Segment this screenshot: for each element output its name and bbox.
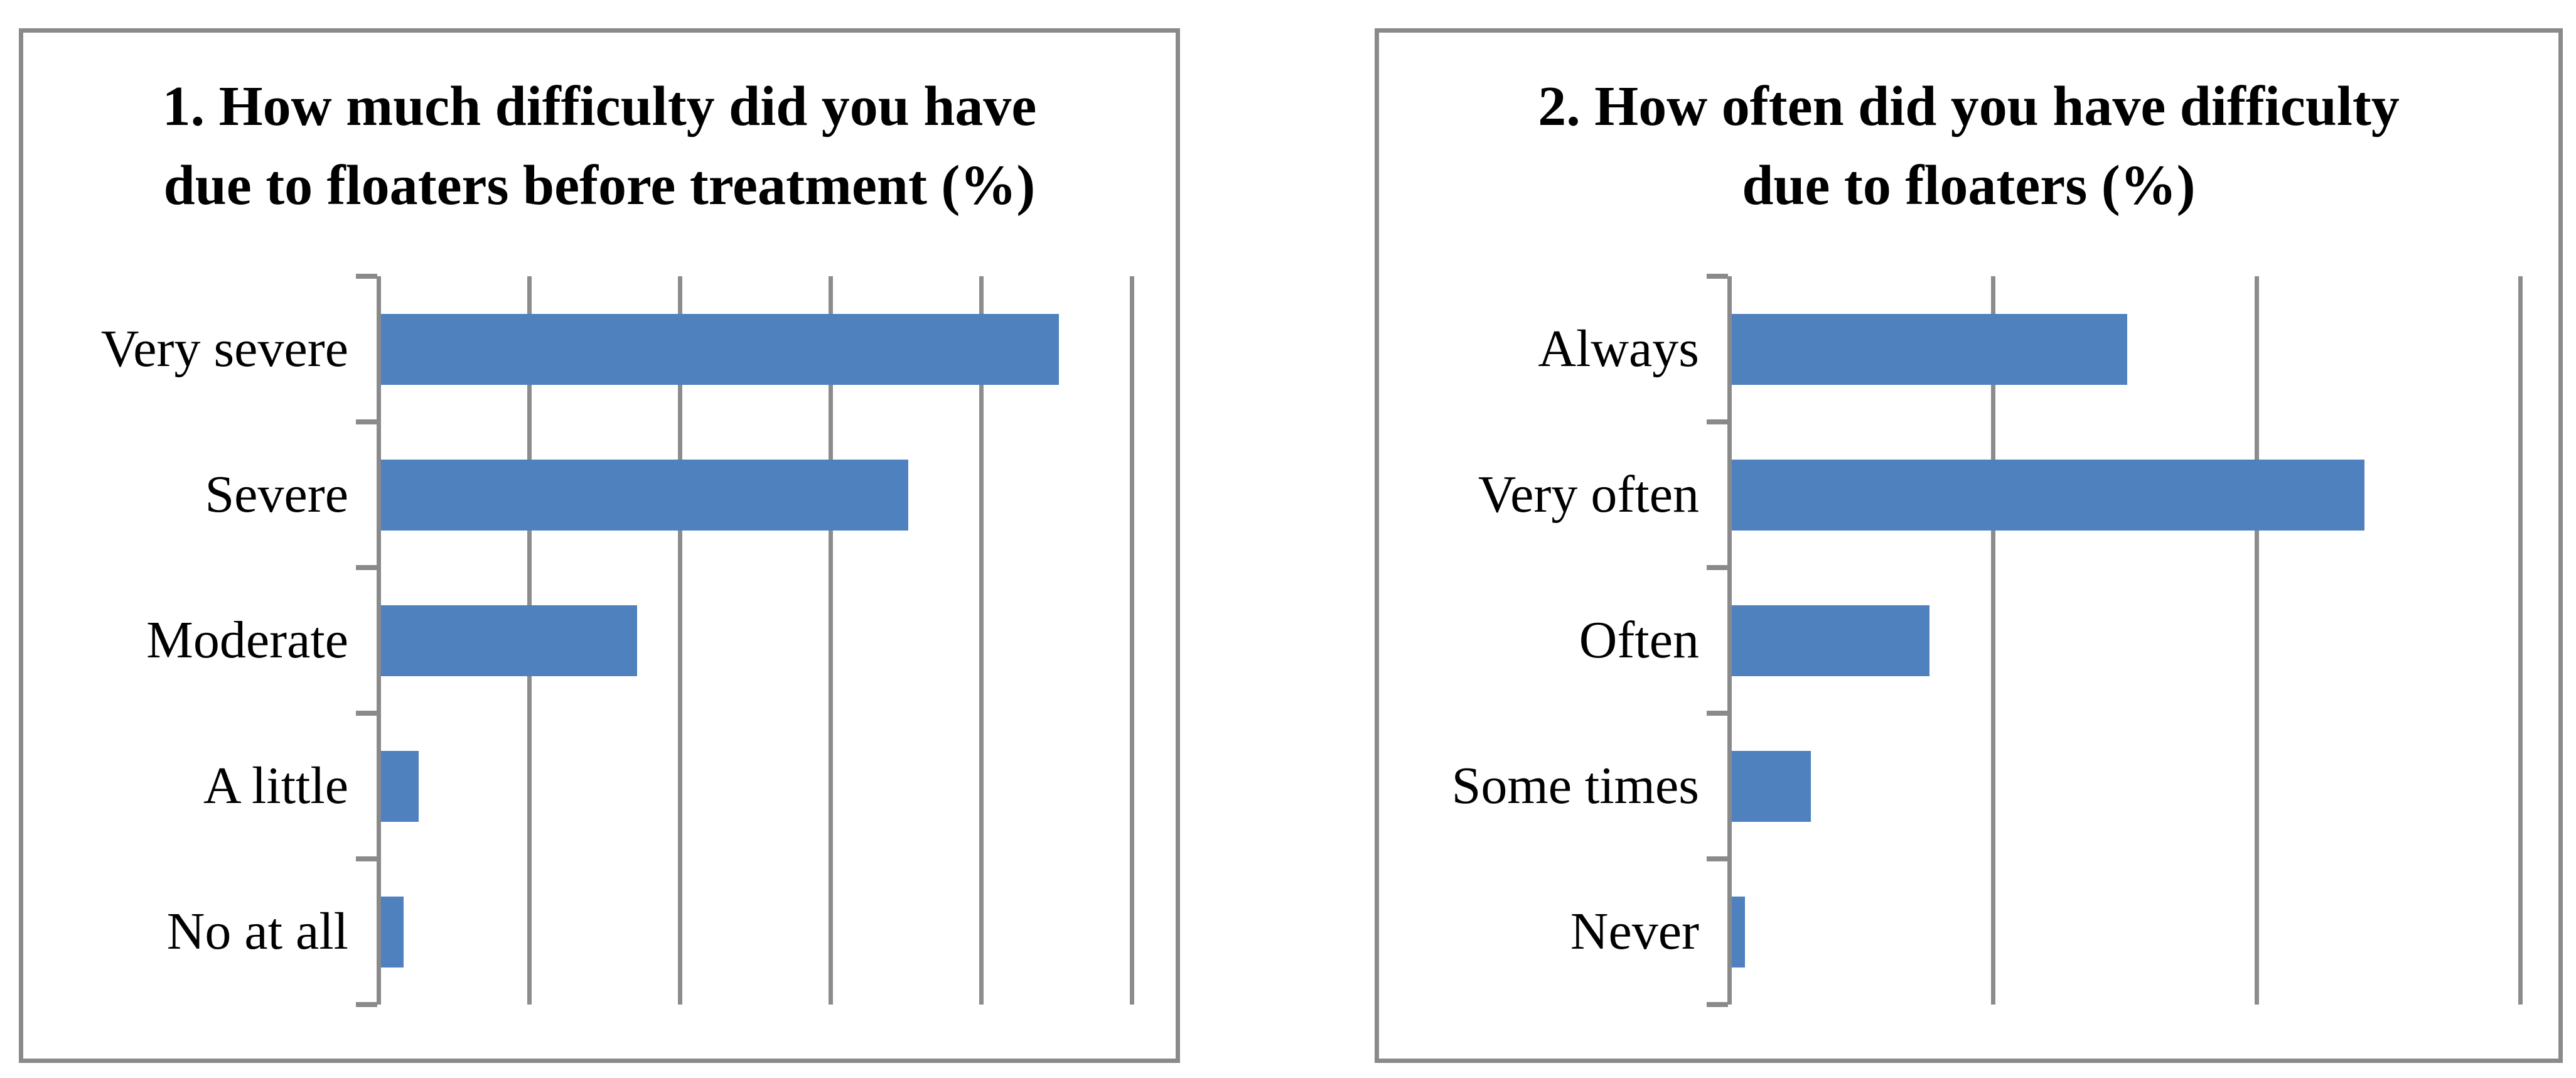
category-label-some-times: Some times (1451, 757, 1699, 815)
bar-a-little (381, 751, 419, 822)
axis-tick (1707, 856, 1728, 861)
gridline (678, 276, 682, 1005)
bar-often (1732, 605, 1929, 676)
chart-title: 2. How often did you have difficulty due… (1379, 67, 2558, 225)
category-label-never: Never (1570, 902, 1699, 961)
bar-some-times (1732, 751, 1811, 822)
category-label-a-little: A little (203, 757, 348, 815)
y-axis-line (1727, 276, 1732, 1005)
bar-never (1732, 897, 1745, 968)
bar-moderate (381, 605, 637, 676)
chart-panel-before-treatment: 1. How much difficulty did you have due … (19, 28, 1180, 1063)
bar-always (1732, 314, 2127, 385)
axis-tick (1707, 1002, 1728, 1007)
category-label-very-severe: Very severe (100, 320, 348, 378)
gridline (829, 276, 833, 1005)
plot-area (356, 274, 1134, 1007)
category-label-always: Always (1538, 320, 1699, 378)
axis-tick (356, 565, 377, 570)
plot-area (1707, 274, 2523, 1007)
bar-very-severe (381, 314, 1059, 385)
axis-tick (356, 856, 377, 861)
category-label-often: Often (1579, 611, 1699, 669)
axis-tick (356, 419, 377, 424)
bar-no-at-all (381, 897, 404, 968)
axis-tick (1707, 274, 1728, 279)
chart-title-line-1: 2. How often did you have difficulty (1538, 75, 2400, 137)
bar-very-often (1732, 460, 2364, 531)
chart-title-line-1: 1. How much difficulty did you have (162, 75, 1037, 137)
bar-severe (381, 460, 908, 531)
axis-tick (1707, 419, 1728, 424)
chart-title-line-2: due to floaters before treatment (%) (163, 154, 1036, 217)
chart-panel-frequency: 2. How often did you have difficulty due… (1375, 28, 2563, 1063)
axis-tick (1707, 565, 1728, 570)
category-label-very-often: Very often (1478, 465, 1699, 524)
category-label-severe: Severe (205, 465, 348, 524)
gridline (979, 276, 984, 1005)
gridline (2518, 276, 2523, 1005)
axis-tick (356, 1002, 377, 1007)
axis-tick (356, 711, 377, 716)
gridline (2255, 276, 2259, 1005)
gridline (1991, 276, 1995, 1005)
category-label-moderate: Moderate (146, 611, 348, 669)
gridline (1130, 276, 1134, 1005)
chart-title: 1. How much difficulty did you have due … (23, 67, 1176, 225)
category-label-no-at-all: No at all (166, 902, 348, 961)
axis-tick (356, 274, 377, 279)
axis-tick (1707, 711, 1728, 716)
y-axis-line (377, 276, 381, 1005)
chart-title-line-2: due to floaters (%) (1742, 154, 2196, 217)
